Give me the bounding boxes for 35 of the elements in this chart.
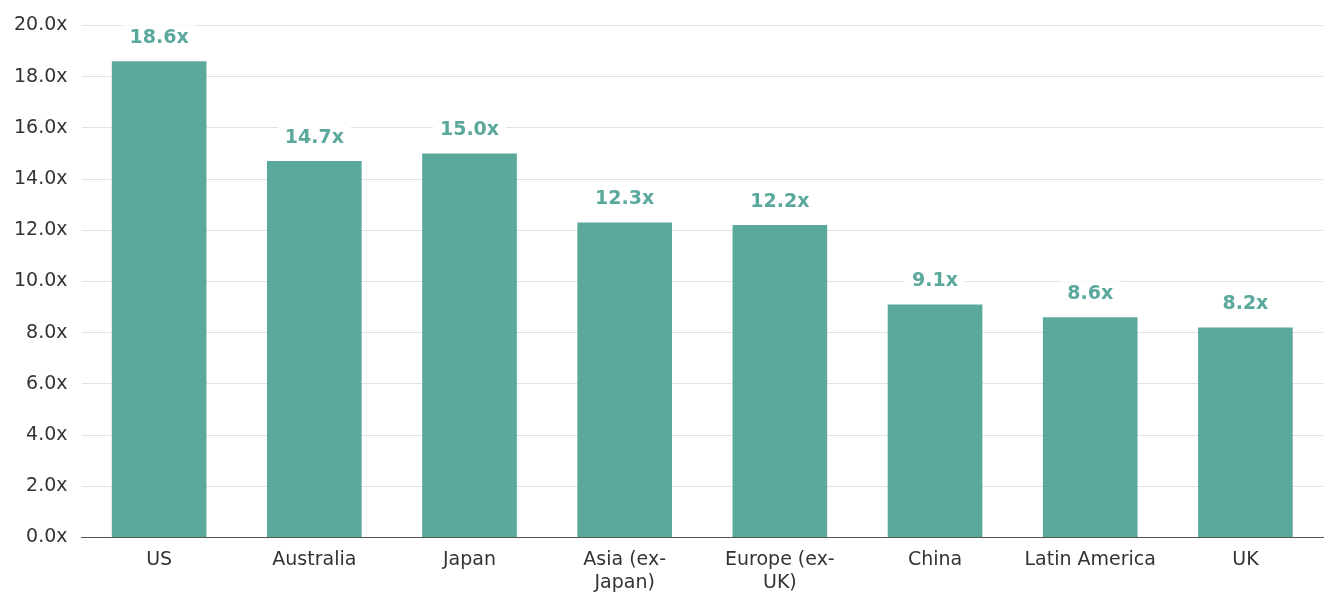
bar (577, 222, 673, 537)
x-tick-label: Australia (272, 546, 357, 569)
y-tick-label: 0.0x (26, 524, 68, 547)
data-label: 9.1x (912, 268, 959, 291)
data-label: 8.6x (1067, 281, 1114, 304)
x-tick-label: Europe (ex-UK) (725, 546, 835, 592)
bar (111, 61, 207, 537)
data-label: 15.0x (439, 117, 500, 140)
bar (266, 161, 362, 537)
x-tick-label: China (907, 546, 963, 569)
y-tick-label: 16.0x (13, 114, 68, 137)
bar (422, 153, 517, 537)
data-label: 12.2x (750, 189, 810, 212)
bar (1042, 317, 1138, 537)
y-tick-label: 10.0x (13, 268, 68, 291)
bar (1198, 327, 1293, 537)
y-tick-label: 18.0x (13, 63, 68, 86)
x-tick-label: Japan (442, 546, 496, 569)
data-label: 14.7x (284, 125, 344, 148)
data-label: 8.2x (1222, 291, 1269, 314)
x-tick-label: Asia (ex-Japan) (583, 546, 667, 592)
y-tick-label: 4.0x (26, 421, 68, 444)
y-tick-label: 6.0x (26, 370, 68, 393)
x-tick-label: Latin America (1024, 546, 1156, 569)
y-tick-label: 8.0x (26, 319, 68, 342)
y-tick-label: 14.0x (13, 165, 68, 188)
y-tick-label: 12.0x (13, 217, 68, 240)
y-tick-label: 20.0x (13, 12, 68, 35)
y-tick-label: 2.0x (26, 473, 68, 496)
bar (887, 304, 983, 537)
bar (732, 225, 828, 537)
data-label: 18.6x (129, 25, 189, 48)
x-tick-label: US (146, 546, 173, 569)
data-label: 12.3x (595, 186, 655, 209)
x-tick-label: UK (1232, 546, 1260, 569)
